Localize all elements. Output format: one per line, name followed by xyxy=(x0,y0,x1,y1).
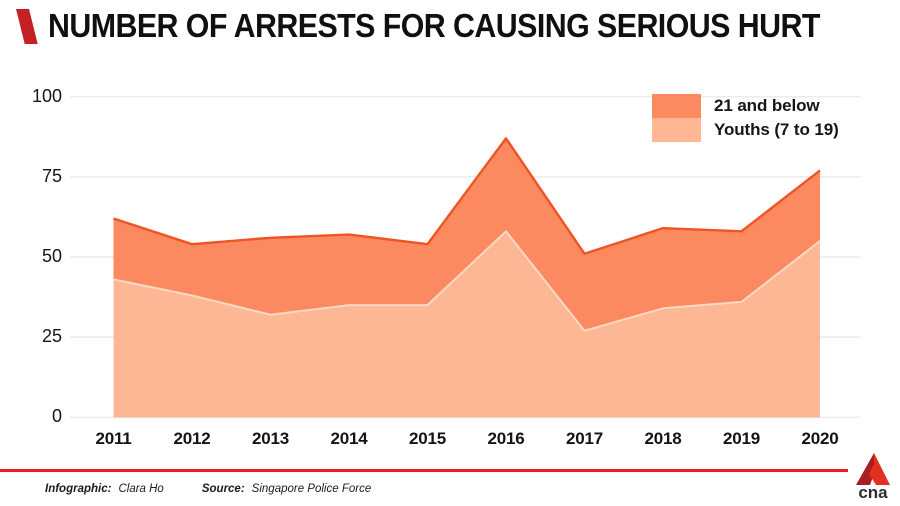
series-line-21-and-below xyxy=(113,137,821,255)
y-tick-25: 25 xyxy=(41,326,62,347)
x-tick-2014: 2014 xyxy=(330,429,368,448)
source-value: Singapore Police Force xyxy=(251,483,372,495)
x-tick-2012: 2012 xyxy=(173,429,211,448)
x-tick-2019: 2019 xyxy=(722,429,761,448)
legend-swatch-21-and-below-icon xyxy=(652,94,701,118)
x-tick-2018: 2018 xyxy=(644,429,682,448)
header: NUMBER OF ARRESTS FOR CAUSING SERIOUS HU… xyxy=(0,0,900,60)
y-tick-75: 75 xyxy=(41,165,62,186)
area-chart xyxy=(70,95,860,419)
x-tick-2011: 2011 xyxy=(95,429,132,448)
legend-swatches xyxy=(652,94,701,142)
x-tick-2016: 2016 xyxy=(487,429,525,448)
footer-credits: Infographic: Clara Ho Source: Singapore Pol… xyxy=(45,483,371,495)
cna-logo: cna xyxy=(849,452,897,504)
chart-area: 0 25 50 75 100 2011 2012 2013 2014 2015 2016 2017 2… xyxy=(31,85,860,448)
legend: 21 and below Youths (7 to 19) xyxy=(652,94,839,142)
x-tick-2013: 2013 xyxy=(251,429,290,448)
page-title: NUMBER OF ARRESTS FOR CAUSING SERIOUS HU… xyxy=(48,7,820,44)
y-tick-100: 100 xyxy=(31,85,62,106)
infographic-label: Infographic: xyxy=(45,483,112,495)
y-tick-0: 0 xyxy=(51,406,62,427)
legend-label-21-and-below: 21 and below xyxy=(714,96,820,115)
cna-logo-triangle-icon xyxy=(856,453,890,485)
legend-labels: 21 and below Youths (7 to 19) xyxy=(714,94,839,142)
series-area-youths xyxy=(113,231,820,418)
source-label: Source: xyxy=(201,483,245,495)
x-tick-2015: 2015 xyxy=(408,429,447,448)
x-tick-2020: 2020 xyxy=(801,429,839,448)
y-tick-50: 50 xyxy=(41,246,62,266)
x-tick-2017: 2017 xyxy=(565,429,604,448)
legend-label-youths: Youths (7 to 19) xyxy=(714,120,839,139)
footer-divider-line xyxy=(0,469,848,472)
series-line-youths xyxy=(113,230,821,332)
legend-swatch-youths-icon xyxy=(652,118,701,142)
cna-logo-text: cna xyxy=(858,483,888,502)
cna-slash-mark-icon xyxy=(16,9,38,44)
infographic-value: Clara Ho xyxy=(118,483,164,495)
